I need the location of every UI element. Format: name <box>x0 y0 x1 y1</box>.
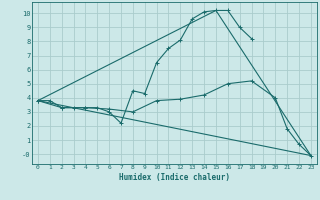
X-axis label: Humidex (Indice chaleur): Humidex (Indice chaleur) <box>119 173 230 182</box>
